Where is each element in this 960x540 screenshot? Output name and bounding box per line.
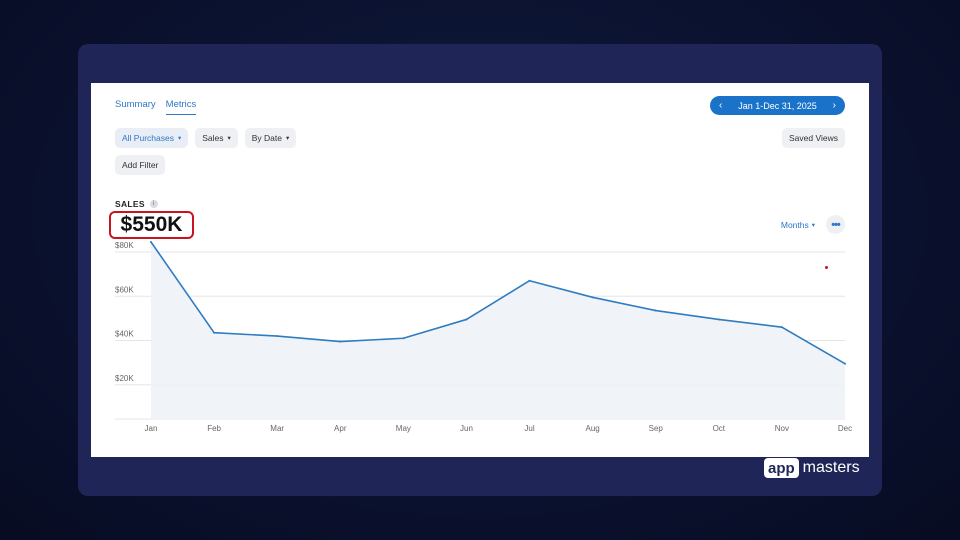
x-tick-label: Apr: [334, 424, 347, 433]
add-filter-button[interactable]: Add Filter: [115, 155, 166, 175]
x-tick-label: Sep: [649, 424, 664, 433]
x-tick-label: Dec: [838, 424, 852, 433]
analytics-panel: Summary Metrics ‹ Jan 1-Dec 31, 2025 › A…: [91, 83, 869, 457]
metric-label: SALES: [115, 199, 145, 209]
sales-line-chart: $20K $40K $60K $80K Jan Feb Mar Apr May Jun Jul Aug…: [115, 241, 852, 433]
metric-total-value: $550K: [109, 211, 194, 239]
x-tick-label: Jan: [145, 424, 158, 433]
data-point-jun: [465, 318, 468, 321]
ellipsis-icon: •••: [831, 218, 841, 231]
granularity-label: Months: [780, 220, 809, 230]
chevron-down-icon: ▾: [811, 222, 815, 229]
logo-masters: masters: [802, 459, 860, 476]
sales-dropdown-label: Sales: [202, 133, 224, 143]
x-tick-label: Jul: [524, 424, 534, 433]
sales-series-line: [150, 241, 846, 365]
data-point-feb: [213, 331, 216, 334]
data-point-nov: [780, 326, 783, 329]
y-tick-label: $20K: [115, 374, 134, 383]
sales-area-fill: [151, 242, 845, 419]
date-range-picker[interactable]: ‹ Jan 1-Dec 31, 2025 ›: [710, 96, 845, 115]
data-point-mar: [276, 335, 279, 338]
chevron-down-icon: ▾: [286, 135, 290, 142]
y-tick-label: $80K: [115, 241, 134, 250]
y-tick-label: $60K: [115, 285, 134, 294]
x-tick-label: Mar: [270, 424, 284, 433]
x-tick-label: Jun: [460, 424, 473, 433]
data-point-dec: [844, 362, 846, 365]
data-point-sep: [654, 309, 657, 312]
by-date-label: By Date: [251, 133, 283, 143]
tab-bar: Summary Metrics: [115, 99, 197, 115]
saved-views-button[interactable]: Saved Views: [782, 128, 845, 148]
tab-summary[interactable]: Summary: [115, 99, 156, 110]
data-point-oct: [717, 318, 720, 321]
tab-metrics[interactable]: Metrics: [165, 99, 197, 115]
by-date-dropdown[interactable]: By Date ▾: [244, 128, 297, 148]
sales-dropdown[interactable]: Sales ▾: [195, 128, 238, 148]
x-tick-label: Aug: [586, 424, 600, 433]
x-tick-label: Oct: [713, 424, 726, 433]
filter-bar: All Purchases ▾ Sales ▾ By Date ▾: [115, 128, 297, 148]
marker-dot: [825, 266, 828, 269]
y-tick-label: $40K: [115, 330, 134, 339]
all-purchases-label: All Purchases: [122, 133, 174, 143]
metric-heading: SALES i: [115, 199, 158, 209]
chevron-down-icon: ▾: [177, 135, 182, 142]
data-point-jan: [150, 241, 152, 243]
x-tick-label: May: [396, 424, 411, 433]
date-range-label: Jan 1-Dec 31, 2025: [738, 100, 817, 111]
chevron-right-icon[interactable]: ›: [832, 99, 836, 111]
data-point-jul: [528, 279, 531, 282]
data-point-may: [402, 337, 405, 340]
logo-app: app: [764, 458, 799, 478]
all-purchases-dropdown[interactable]: All Purchases ▾: [115, 128, 189, 148]
data-point-aug: [591, 296, 594, 299]
granularity-dropdown[interactable]: Months ▾: [781, 220, 815, 230]
chevron-left-icon[interactable]: ‹: [719, 99, 723, 111]
x-tick-label: Nov: [775, 424, 789, 433]
brand-logo: app masters: [764, 458, 860, 478]
more-options-button[interactable]: •••: [826, 215, 845, 234]
data-point-apr: [339, 340, 342, 343]
info-icon[interactable]: i: [149, 200, 158, 208]
x-tick-label: Feb: [207, 424, 221, 433]
chevron-down-icon: ▾: [227, 135, 231, 142]
